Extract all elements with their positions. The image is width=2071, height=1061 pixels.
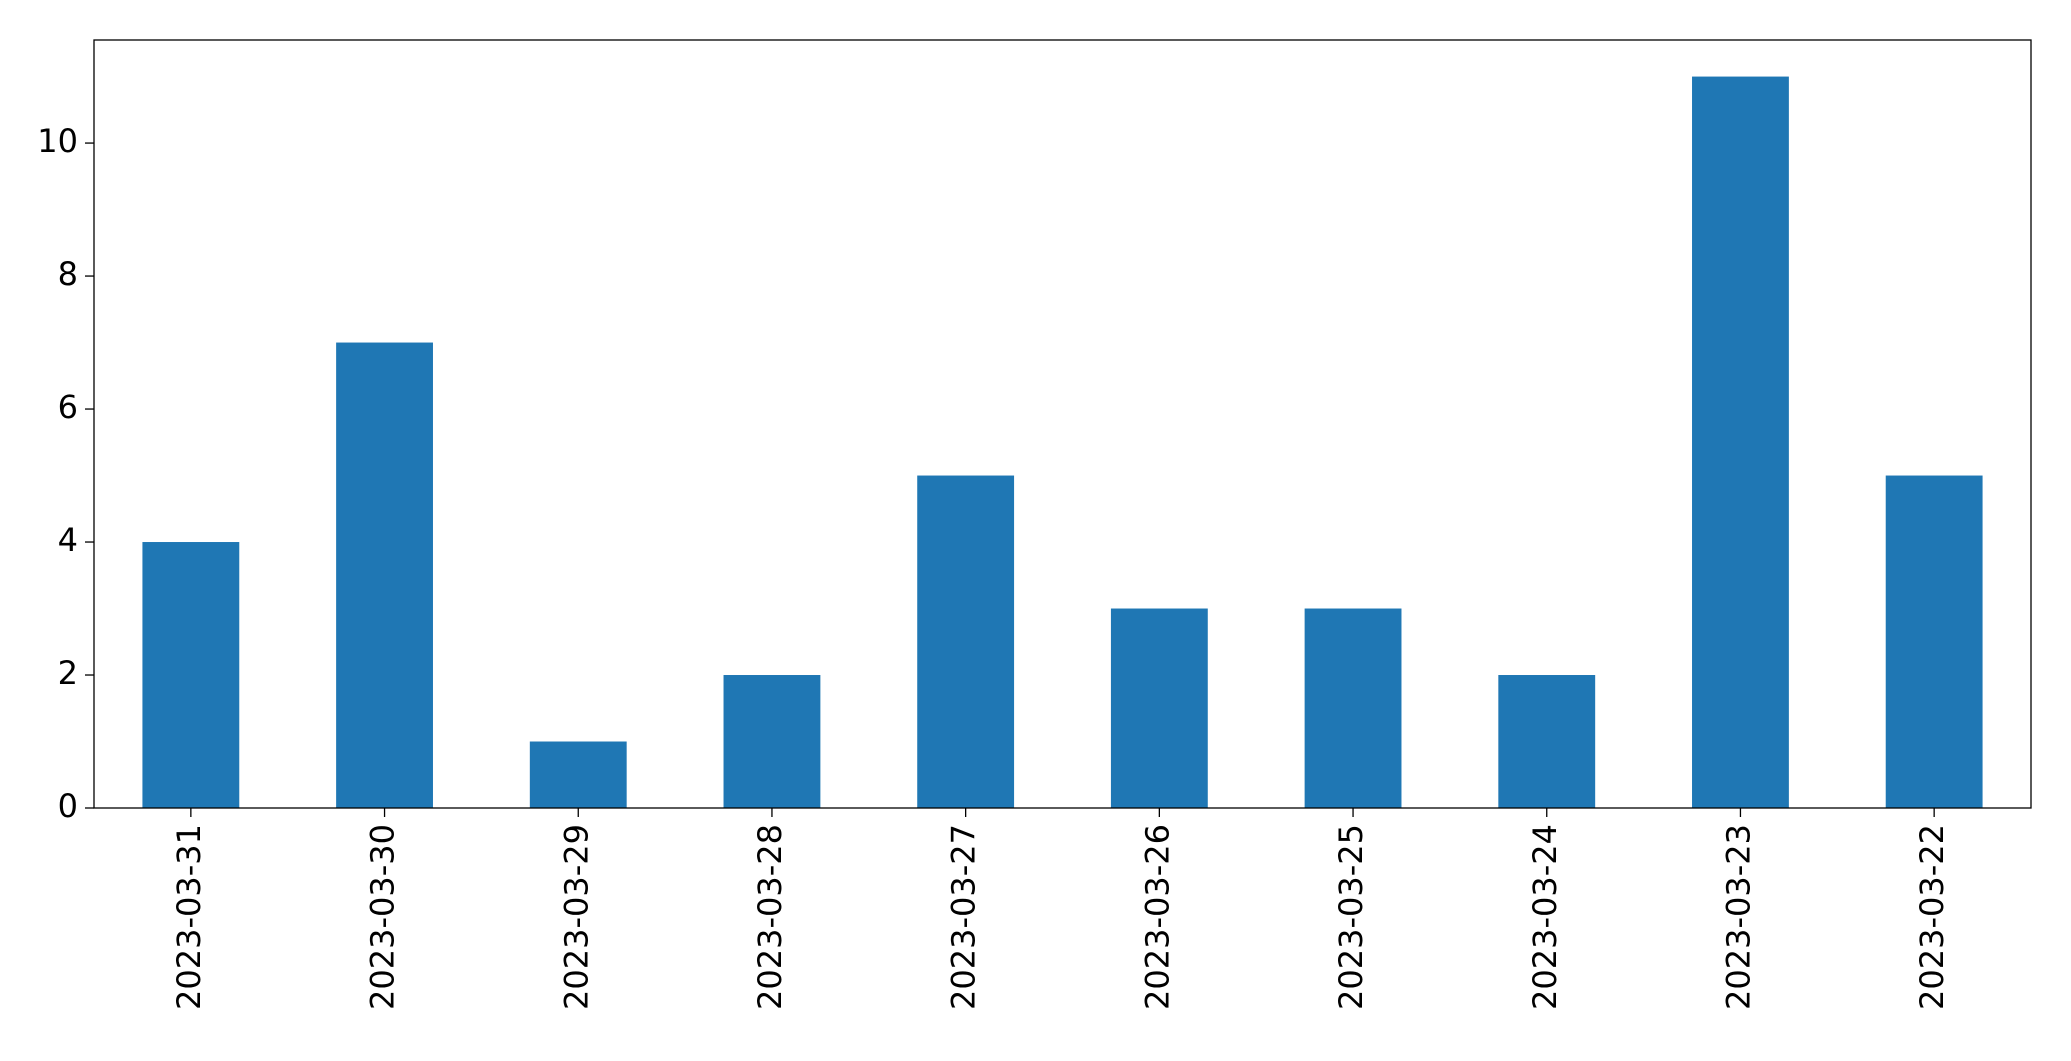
y-tick-label: 0: [58, 787, 78, 825]
x-tick-label: 2023-03-24: [1526, 824, 1564, 1010]
bar: [1692, 76, 1789, 809]
bar: [529, 741, 627, 808]
x-tick-label: 2023-03-23: [1719, 824, 1757, 1010]
plot-frame: [93, 39, 2032, 809]
x-tick-label: 2023-03-28: [751, 824, 789, 1010]
y-tick-label: 6: [58, 388, 78, 426]
x-tick-label: 2023-03-25: [1332, 824, 1370, 1010]
x-tick-label: 2023-03-26: [1138, 824, 1176, 1010]
bar: [1498, 675, 1596, 808]
y-tick-label: 4: [58, 521, 78, 559]
bar: [336, 342, 433, 808]
y-tick-label: 10: [37, 122, 78, 160]
x-tick-label: 2023-03-22: [1913, 824, 1951, 1010]
x-tick-label: 2023-03-30: [364, 824, 402, 1010]
x-tick-label: 2023-03-31: [170, 824, 208, 1010]
bar: [1304, 608, 1402, 808]
bar: [142, 542, 240, 808]
bar: [1110, 608, 1208, 808]
x-tick-label: 2023-03-27: [945, 824, 983, 1010]
bar: [723, 675, 821, 808]
y-tick-label: 8: [58, 255, 78, 293]
y-tick-label: 2: [58, 654, 78, 692]
bar: [1885, 475, 1983, 808]
x-tick-label: 2023-03-29: [557, 824, 595, 1010]
bar: [917, 475, 1015, 808]
